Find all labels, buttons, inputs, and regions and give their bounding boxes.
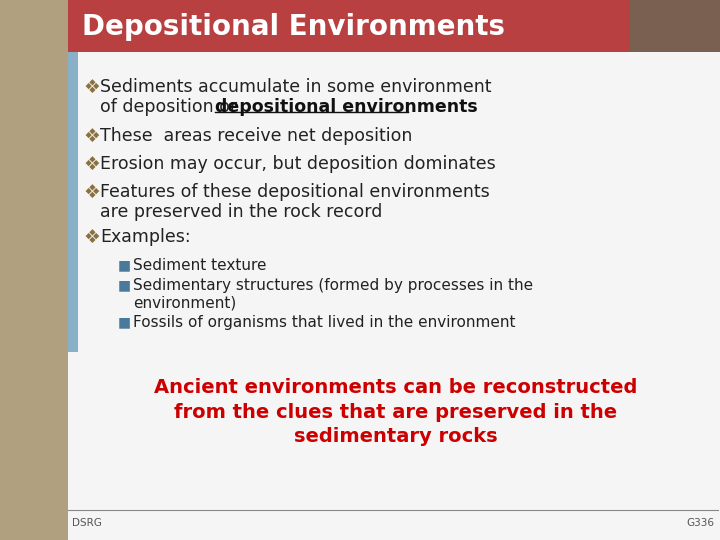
Text: Features of these depositional environments: Features of these depositional environme…: [100, 183, 490, 201]
Bar: [630, 0, 720, 52]
Bar: [68, 0, 720, 52]
Text: ❖: ❖: [83, 78, 100, 97]
Text: Sediment texture: Sediment texture: [133, 258, 266, 273]
Text: Erosion may occur, but deposition dominates: Erosion may occur, but deposition domina…: [100, 155, 496, 173]
Text: ❖: ❖: [83, 183, 100, 202]
Text: sedimentary rocks: sedimentary rocks: [294, 427, 498, 446]
Text: are preserved in the rock record: are preserved in the rock record: [100, 203, 382, 221]
Text: of deposition or: of deposition or: [100, 98, 243, 116]
Text: Ancient environments can be reconstructed: Ancient environments can be reconstructe…: [154, 378, 638, 397]
Text: Depositional Environments: Depositional Environments: [82, 13, 505, 41]
Text: ❖: ❖: [83, 155, 100, 174]
Text: ■: ■: [118, 315, 131, 329]
Text: Examples:: Examples:: [100, 228, 191, 246]
Text: ❖: ❖: [83, 127, 100, 146]
Text: ■: ■: [118, 278, 131, 292]
Text: Sediments accumulate in some environment: Sediments accumulate in some environment: [100, 78, 492, 96]
Text: Sedimentary structures (formed by processes in the: Sedimentary structures (formed by proces…: [133, 278, 533, 293]
Text: G336: G336: [686, 518, 714, 528]
Bar: [68, 52, 78, 352]
Bar: [0, 0, 68, 540]
Text: Fossils of organisms that lived in the environment: Fossils of organisms that lived in the e…: [133, 315, 516, 330]
Text: depositional environments: depositional environments: [215, 98, 478, 116]
Text: ■: ■: [118, 258, 131, 272]
Text: ❖: ❖: [83, 228, 100, 247]
Text: environment): environment): [133, 295, 236, 310]
Text: DSRG: DSRG: [72, 518, 102, 528]
Text: These  areas receive net deposition: These areas receive net deposition: [100, 127, 413, 145]
Text: from the clues that are preserved in the: from the clues that are preserved in the: [174, 402, 618, 422]
